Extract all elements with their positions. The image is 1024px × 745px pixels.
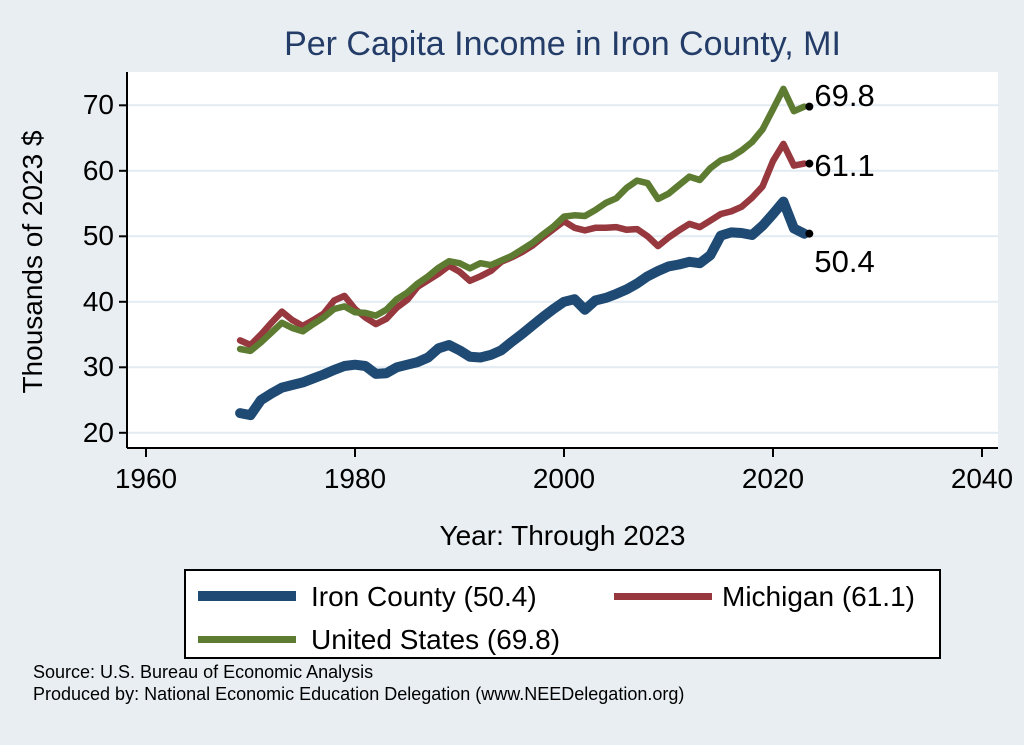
x-tick-label-2000: 2000 [532,463,596,494]
source-block: Source: U.S. Bureau of Economic Analysis… [33,661,684,705]
legend-swatch-iron-county [198,591,296,601]
series-line-iron-county [235,196,810,421]
end-label-iron-county: 50.4 [814,243,875,279]
y-axis-title: Thousands of 2023 $ [17,130,48,394]
end-marker-iron-county [805,229,814,238]
y-tick-label-20: 20 [82,416,114,448]
plot-area [127,72,998,448]
x-tick-label-1980: 1980 [323,463,387,494]
x-axis-title: Year: Through 2023 [439,520,686,551]
y-tick-label-70: 70 [82,89,114,121]
chart-title: Per Capita Income in Iron County, MI [284,25,841,63]
y-tick-label-30: 30 [82,351,114,383]
end-label-united-states: 69.8 [814,77,875,113]
end-label-michigan: 61.1 [814,147,875,183]
produced-by-line: Produced by: National Economic Education… [33,684,685,704]
legend-label-michigan: Michigan (61.1) [722,581,915,612]
legend-label-united-states: United States (69.8) [311,624,561,655]
y-tick-label-50: 50 [82,220,114,252]
x-tick-label-1960: 1960 [114,463,178,494]
legend-label-iron-county: Iron County (50.4) [311,581,537,612]
series-line-united-states [236,85,808,355]
end-marker-michigan [805,159,814,168]
x-tick-label-2040: 2040 [950,463,1014,494]
x-tick-label-2020: 2020 [741,463,805,494]
source-line: Source: U.S. Bureau of Economic Analysis [33,662,374,682]
legend-box: Iron County (50.4) Michigan (61.1) Unite… [184,569,941,659]
y-tick-label-40: 40 [82,285,114,317]
y-tick-label-60: 60 [82,154,114,186]
end-marker-united-states [805,102,814,111]
legend-swatch-united-states [198,636,296,643]
legend-swatch-michigan [614,593,712,600]
